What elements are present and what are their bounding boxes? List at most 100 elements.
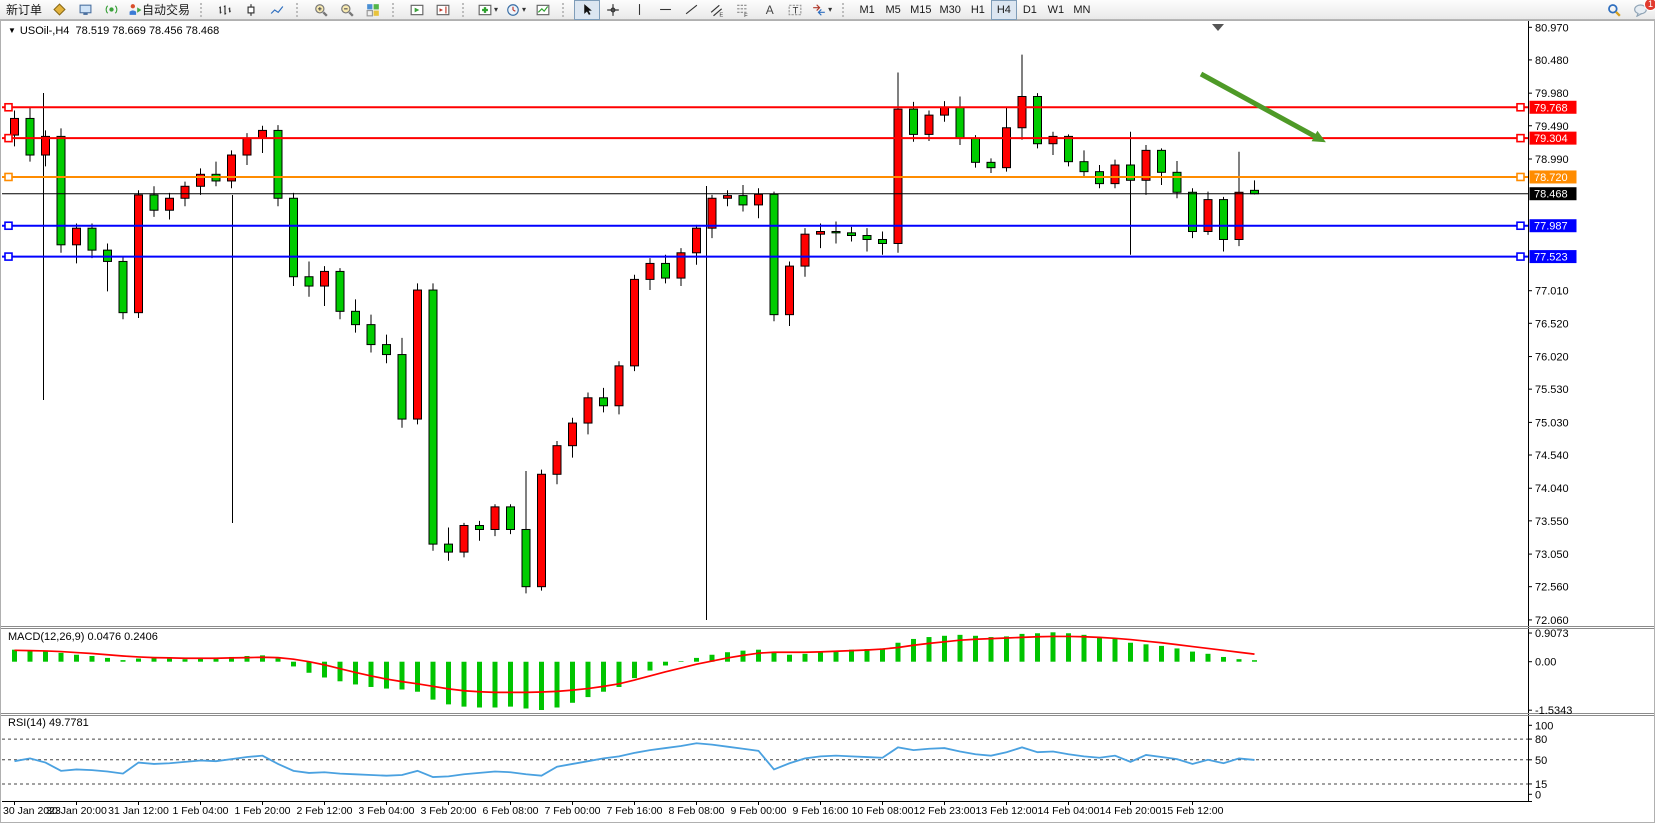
bull-candle: [614, 365, 624, 407]
autoscroll-button[interactable]: [404, 0, 430, 20]
dropdown-caret-icon[interactable]: ▾: [828, 5, 833, 14]
tile-windows-button[interactable]: [360, 0, 386, 20]
channel-tool-button[interactable]: E: [704, 0, 730, 20]
chart-shift-marker[interactable]: [1212, 24, 1224, 31]
line-handle[interactable]: [1516, 252, 1525, 261]
search-button[interactable]: [1601, 0, 1627, 20]
template-button[interactable]: [530, 0, 556, 20]
horizontal-line-tool-button[interactable]: [652, 0, 678, 20]
price-tick-label: 77.010: [1535, 286, 1569, 298]
dropdown-caret-icon[interactable]: ▾: [494, 5, 499, 14]
zoom-out-icon: [340, 3, 354, 17]
toolbar-grip: [562, 2, 570, 17]
trendline-tool-button[interactable]: [678, 0, 704, 20]
zoom-in-button[interactable]: [308, 0, 334, 20]
time-label: 1 Feb 04:00: [172, 805, 228, 817]
bear-candle: [397, 354, 407, 420]
time-label: 13 Feb 12:00: [976, 805, 1038, 817]
signal-icon: [105, 3, 118, 16]
line-handle[interactable]: [4, 172, 13, 182]
macd-scale-label: -1.5343: [1535, 705, 1572, 717]
bull-candle: [1110, 164, 1120, 185]
add-indicator-button[interactable]: ▾: [474, 0, 502, 20]
line-handle[interactable]: [1516, 133, 1525, 143]
line-handle[interactable]: [4, 252, 13, 261]
text-tool-button[interactable]: A: [756, 0, 782, 20]
cursor-icon: [581, 3, 594, 16]
trend-arrow-head[interactable]: [1311, 130, 1326, 143]
macd-scale-label: 0.9073: [1535, 628, 1569, 640]
chart-shift-icon: [436, 3, 450, 17]
bear-candle: [366, 324, 376, 346]
cursor-tool-button[interactable]: [574, 0, 601, 20]
label-tool-button[interactable]: T: [782, 0, 808, 20]
timeframe-h1-button[interactable]: H1: [965, 0, 991, 20]
price-tick-label: 72.560: [1535, 582, 1569, 594]
bear-candle: [971, 137, 980, 163]
time-label: 15 Feb 12:00: [1162, 805, 1224, 817]
timeframe-m5-button[interactable]: M5: [880, 0, 906, 20]
price-tick-label: 79.980: [1535, 88, 1569, 100]
bull-candle: [1002, 127, 1011, 169]
vertical-line-tool-button[interactable]: [626, 0, 652, 20]
bull-candle: [459, 524, 469, 553]
toolbar-grip: [200, 2, 208, 17]
crosshair-tool-button[interactable]: [600, 0, 626, 20]
timeframe-mn-button[interactable]: MN: [1069, 0, 1095, 20]
line-handle[interactable]: [1516, 102, 1525, 112]
collapse-triangle-icon[interactable]: ▼: [8, 26, 16, 35]
line-chart-mode-button[interactable]: [264, 0, 290, 20]
bear-candle: [1126, 164, 1135, 181]
chart-shift-button[interactable]: [430, 0, 456, 20]
timeframe-m15-button[interactable]: M15: [906, 0, 935, 20]
timeframe-h4-button[interactable]: H4: [990, 0, 1017, 20]
dropdown-caret-icon[interactable]: ▾: [522, 5, 527, 14]
period-button[interactable]: ▾: [502, 0, 530, 20]
bear-candle: [506, 506, 515, 530]
timeframe-d1-button[interactable]: D1: [1017, 0, 1043, 20]
line-handle[interactable]: [4, 102, 13, 112]
bar-chart-mode-button[interactable]: [212, 0, 238, 20]
fibonacci-tool-button[interactable]: F: [730, 0, 756, 20]
candlestick-mode-button[interactable]: [238, 0, 264, 20]
price-tick-label: 76.520: [1535, 318, 1569, 330]
price-tag: [1529, 170, 1577, 184]
timeframe-m1-button[interactable]: M1: [854, 0, 880, 20]
timeframe-label: W1: [1047, 3, 1065, 16]
bear-candle: [25, 117, 35, 156]
notifications-button[interactable]: 1: [1627, 0, 1655, 20]
time-label: 2 Feb 12:00: [296, 805, 352, 817]
new-order-button[interactable]: 新订单: [2, 0, 46, 20]
bear-candle: [351, 310, 360, 326]
bull-candle: [692, 227, 701, 254]
macd-indicator-label: MACD(12,26,9) 0.0476 0.2406: [8, 631, 158, 643]
line-handle[interactable]: [4, 221, 13, 231]
news-button[interactable]: [98, 0, 124, 20]
bull-candle: [537, 473, 546, 588]
rsi-scale-label: 100: [1535, 720, 1553, 732]
svg-text:T: T: [793, 5, 799, 15]
line-handle[interactable]: [1516, 221, 1525, 231]
shapes-tool-button[interactable]: ▾: [808, 0, 836, 20]
autotrading-button[interactable]: 自动交易: [124, 0, 194, 20]
marketwatch-button[interactable]: [46, 0, 72, 20]
bear-candle: [521, 528, 531, 588]
price-tag: [1529, 131, 1577, 145]
data-window-button[interactable]: [72, 0, 98, 20]
timeframe-m30-button[interactable]: M30: [935, 0, 964, 20]
channel-icon: E: [710, 3, 724, 17]
timeframe-w1-button[interactable]: W1: [1043, 0, 1069, 20]
line-handle[interactable]: [4, 133, 13, 143]
zoom-out-button[interactable]: [334, 0, 360, 20]
bear-candle: [986, 161, 996, 169]
price-tick-label: 80.970: [1535, 22, 1569, 34]
bull-candle: [134, 194, 143, 314]
time-label: 14 Feb 04:00: [1038, 805, 1100, 817]
line-handle[interactable]: [1516, 172, 1525, 182]
bear-candle: [1079, 161, 1089, 173]
trend-arrow-object[interactable]: [1199, 71, 1320, 141]
price-tick-label: 79.490: [1535, 121, 1569, 133]
bear-candle: [831, 231, 841, 234]
time-label: 9 Feb 00:00: [730, 805, 786, 817]
